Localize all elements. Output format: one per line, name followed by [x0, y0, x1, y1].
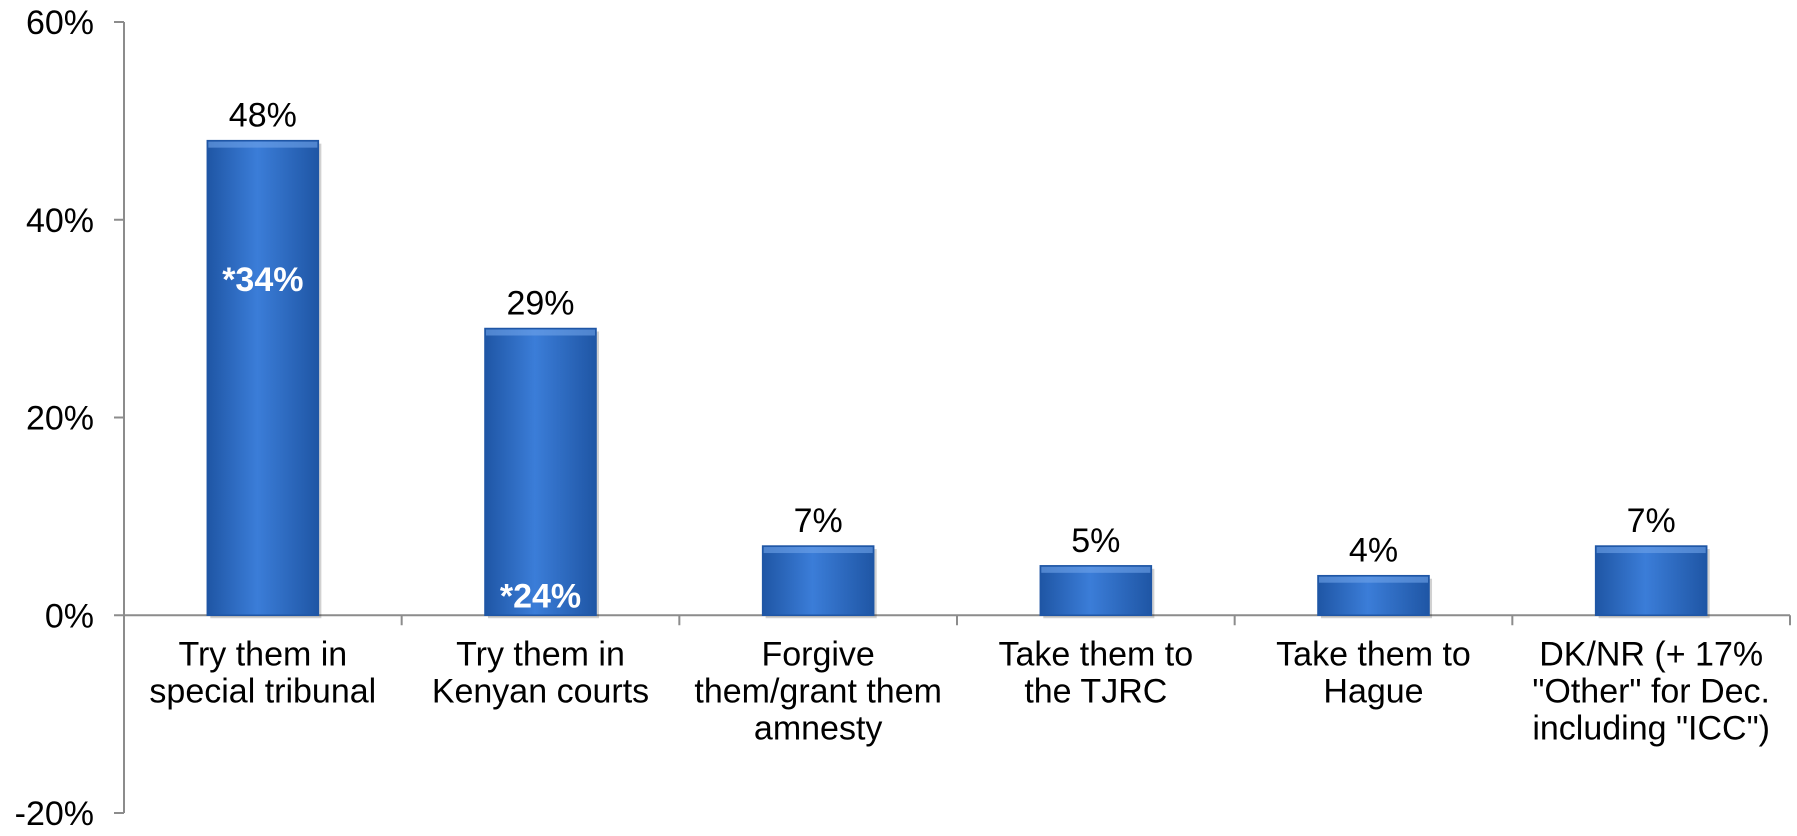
data-labels: 48% 29% 7% 5% 4% 7% *34% *24%: [222, 97, 1676, 616]
x-tick-label-line: them/grant them: [694, 672, 942, 710]
x-tick-label-line: the TJRC: [1024, 672, 1167, 710]
x-tick-label-line: including "ICC"): [1532, 709, 1770, 747]
bar-value-label: 4%: [1349, 532, 1398, 570]
bar-inner-label: *24%: [500, 577, 581, 615]
bar: [761, 545, 875, 616]
bar: [1039, 565, 1153, 616]
y-tick-label: 0%: [45, 597, 94, 635]
x-tick-label-line: Try them in: [178, 635, 347, 673]
x-tick-label-line: amnesty: [754, 709, 883, 747]
x-tick-label: Try them in special tribunal: [149, 635, 376, 710]
bar-value-label: 5%: [1071, 522, 1120, 560]
x-tick-label-line: Take them to: [999, 635, 1194, 673]
bar-highlight: [1041, 566, 1151, 573]
bar-inner-label: *34%: [222, 261, 303, 299]
x-tick-label-line: "Other" for Dec.: [1532, 672, 1770, 710]
x-tick-label-line: Kenyan courts: [432, 672, 649, 710]
bar-value-label: 29%: [506, 285, 574, 323]
bar-highlight: [1318, 576, 1429, 583]
bars: [206, 139, 1710, 619]
x-tick-label-line: DK/NR (+ 17%: [1539, 635, 1763, 673]
bar-highlight: [1596, 547, 1706, 554]
bar-highlight: [485, 329, 596, 336]
y-tick-label: 40%: [26, 202, 94, 240]
x-tick-label: Take them to the TJRC: [999, 635, 1194, 710]
x-tick-label-line: Try them in: [456, 635, 625, 673]
x-tick-label-line: Hague: [1323, 672, 1423, 710]
bar-value-label: 48%: [229, 97, 297, 135]
x-tick-label-line: special tribunal: [149, 672, 376, 710]
x-tick-label-line: Forgive: [761, 635, 874, 673]
x-tick-label: Forgive them/grant them amnesty: [694, 635, 942, 747]
bar-highlight: [208, 141, 318, 148]
x-tick-label: Try them in Kenyan courts: [432, 635, 649, 710]
bar: [206, 139, 320, 616]
x-tick-label: Take them to Hague: [1276, 635, 1471, 710]
bar-highlight: [763, 547, 873, 554]
y-tick-label: -20%: [15, 795, 94, 833]
bar: [484, 327, 597, 616]
bar: [1594, 545, 1708, 616]
x-tick-label-line: Take them to: [1276, 635, 1471, 673]
bar-value-label: 7%: [1627, 502, 1676, 540]
x-tick-label: DK/NR (+ 17% "Other" for Dec. including "I…: [1532, 635, 1770, 747]
y-tick-label: 60%: [26, 4, 94, 42]
bar-value-label: 7%: [794, 502, 843, 540]
y-axis: 60% 40% 20% 0% -20%: [15, 4, 125, 833]
y-tick-label: 20%: [26, 400, 94, 438]
